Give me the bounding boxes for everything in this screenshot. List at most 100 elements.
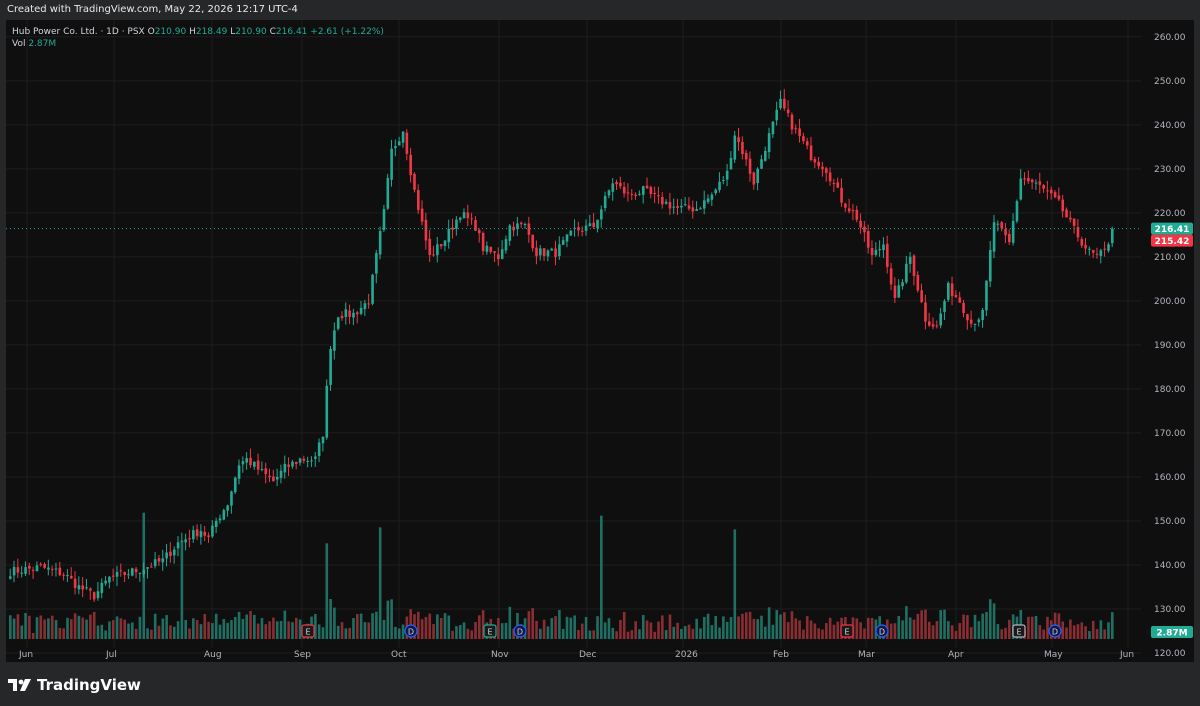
candle-body: [851, 209, 855, 212]
candle-body: [283, 463, 287, 473]
volume-bar: [702, 616, 706, 639]
candle-body: [710, 194, 714, 200]
candle-body: [214, 520, 218, 527]
candle-body: [241, 461, 245, 465]
volume-bar: [199, 624, 203, 639]
volume-bar: [355, 613, 359, 639]
candlestick-chart[interactable]: E D E D E D E D 260.00 250.00 240.00 230.00 220.00 2…: [6, 20, 1194, 662]
candle-body: [619, 182, 622, 187]
candle-body: [695, 208, 698, 211]
event-marker-label: D: [408, 628, 414, 637]
candle-body: [916, 274, 920, 291]
volume-bar: [542, 619, 546, 639]
candle-body: [931, 324, 935, 327]
volume-bar: [375, 611, 378, 639]
dividend-marker[interactable]: D: [513, 624, 527, 638]
candle-body: [817, 161, 820, 167]
x-tick-label: May: [1044, 650, 1063, 660]
volume-bar: [531, 608, 535, 639]
volume-bar: [157, 625, 161, 639]
candle-body: [439, 243, 443, 247]
volume-bar: [352, 618, 355, 639]
volume-bar: [367, 622, 371, 639]
candle-body: [901, 282, 904, 287]
dividend-marker[interactable]: D: [404, 624, 418, 638]
volume-bar: [192, 618, 195, 639]
candle-body: [474, 220, 477, 231]
volume-bar: [397, 628, 401, 639]
volume-bar: [1095, 629, 1099, 639]
volume-bar: [546, 626, 550, 639]
volume-bar: [176, 621, 180, 639]
volume-bar: [943, 609, 946, 639]
candle-body: [664, 201, 668, 204]
candle-body: [714, 189, 718, 194]
volume-bar: [931, 625, 935, 639]
candle-body: [844, 203, 847, 208]
x-tick-label: Aug: [204, 650, 222, 660]
volume-bar: [241, 618, 245, 639]
volume-bar: [104, 630, 107, 639]
earnings-marker[interactable]: E: [301, 624, 315, 638]
volume-bar: [512, 628, 515, 639]
volume-bar: [622, 611, 626, 639]
volume-bar: [924, 609, 927, 639]
candle-body: [302, 458, 306, 461]
volume-bar: [432, 624, 435, 639]
chart-panel[interactable]: E D E D E D E D 260.00 250.00 240.00 230.00 220.00 2…: [6, 20, 1194, 662]
candle-body: [1042, 185, 1045, 189]
candle-body: [523, 223, 527, 225]
candle-body: [737, 137, 740, 143]
volume-bar: [500, 623, 504, 639]
candle-body: [481, 232, 485, 252]
volume-bar: [752, 618, 756, 639]
candle-body: [115, 571, 119, 577]
volume-bar: [779, 614, 782, 639]
candle-body: [580, 230, 584, 232]
candle-body: [237, 465, 241, 479]
candle-body: [245, 458, 249, 463]
volume-bar: [256, 623, 260, 639]
volume-bar: [260, 618, 264, 639]
candle-body: [927, 321, 931, 326]
candle-body: [96, 591, 100, 599]
candle-body: [950, 283, 954, 297]
volume-bar: [645, 620, 649, 639]
volume-bar: [134, 628, 138, 639]
candle-body: [687, 205, 691, 209]
volume-bar: [744, 612, 748, 639]
candle-body: [1015, 201, 1019, 222]
dividend-marker[interactable]: D: [875, 624, 889, 638]
candle-body: [424, 219, 428, 241]
tradingview-brand[interactable]: TradingView: [8, 674, 141, 696]
volume-bar: [54, 620, 58, 639]
earnings-marker[interactable]: E: [1012, 624, 1026, 638]
y-tick-label: 220.00: [1154, 209, 1186, 219]
earnings-marker[interactable]: E: [483, 624, 497, 638]
volume-bar: [329, 598, 332, 639]
candle-body: [420, 208, 424, 222]
candle-body: [260, 469, 264, 471]
brand-name: TradingView: [37, 676, 141, 694]
candle-body: [741, 141, 744, 155]
earnings-marker[interactable]: E: [840, 624, 854, 638]
x-tick-label: Oct: [391, 650, 407, 660]
candle-body: [889, 268, 893, 285]
candle-body: [89, 588, 92, 591]
candle-body: [413, 173, 416, 190]
candle-body: [870, 247, 874, 256]
volume-bar: [321, 627, 325, 639]
dividend-marker[interactable]: D: [1048, 624, 1062, 638]
candle-body: [371, 274, 374, 304]
candle-body: [535, 247, 538, 257]
symbol-name[interactable]: Hub Power Co. Ltd. · 1D · PSX: [12, 27, 145, 37]
volume-bar: [378, 527, 382, 639]
candle-body: [1057, 195, 1061, 200]
candle-body: [1103, 248, 1106, 250]
candle-body: [447, 228, 451, 243]
volume-bar: [577, 629, 580, 639]
candle-body: [92, 592, 96, 600]
volume-bar: [996, 624, 1000, 639]
y-tick-label: 170.00: [1154, 429, 1186, 439]
volume-bar: [672, 626, 676, 639]
